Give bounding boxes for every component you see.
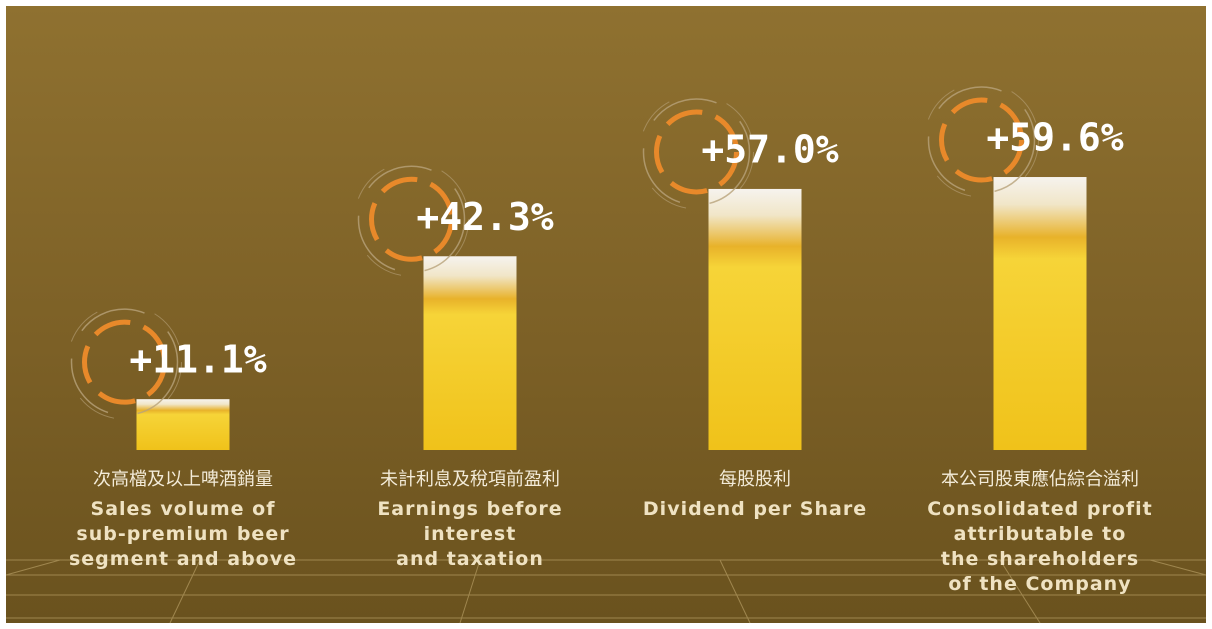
decor-ring	[639, 94, 754, 210]
decor-ring	[654, 109, 739, 195]
decor-ring	[357, 165, 466, 274]
floor-grid	[5, 559, 1207, 624]
category-en: Sales volume of	[91, 498, 276, 520]
decor-ring	[369, 176, 454, 262]
category-en: Earnings before	[377, 498, 562, 520]
category-en: of the Company	[948, 573, 1131, 595]
category-en: sub-premium beer	[76, 523, 289, 545]
bar	[993, 177, 1087, 451]
category-zh: 次高檔及以上啤酒銷量	[93, 469, 273, 490]
decor-ring	[67, 304, 182, 420]
decor-ring	[82, 319, 167, 405]
category-zh: 未計利息及稅項前盈利	[380, 469, 560, 490]
decor-ring	[642, 98, 751, 206]
value-label: +59.6%	[986, 116, 1123, 160]
bar	[708, 188, 802, 450]
category-en: the shareholders	[941, 548, 1139, 570]
chart: +11.1% 次高檔及以上啤酒銷量 Sales volume of sub-premi…	[67, 82, 1152, 595]
bar	[423, 256, 517, 450]
decor-ring	[939, 97, 1024, 183]
category-en: attributable to	[954, 523, 1127, 545]
decor-ring	[924, 82, 1039, 198]
decor-ring	[354, 161, 469, 277]
value-label: +42.3%	[416, 195, 553, 239]
category-en: Consolidated profit	[927, 498, 1152, 520]
decor-ring	[927, 86, 1036, 194]
category-zh: 每股股利	[719, 469, 791, 490]
value-label: +11.1%	[129, 338, 266, 382]
category-en: and taxation	[396, 548, 544, 570]
category-en: interest	[424, 523, 517, 545]
bar	[136, 399, 230, 450]
category-en: Dividend per Share	[643, 498, 867, 520]
category-zh: 本公司股東應佔綜合溢利	[941, 468, 1139, 490]
value-label: +57.0%	[701, 127, 838, 171]
category-en: segment and above	[69, 548, 297, 570]
decor-ring	[70, 308, 179, 416]
